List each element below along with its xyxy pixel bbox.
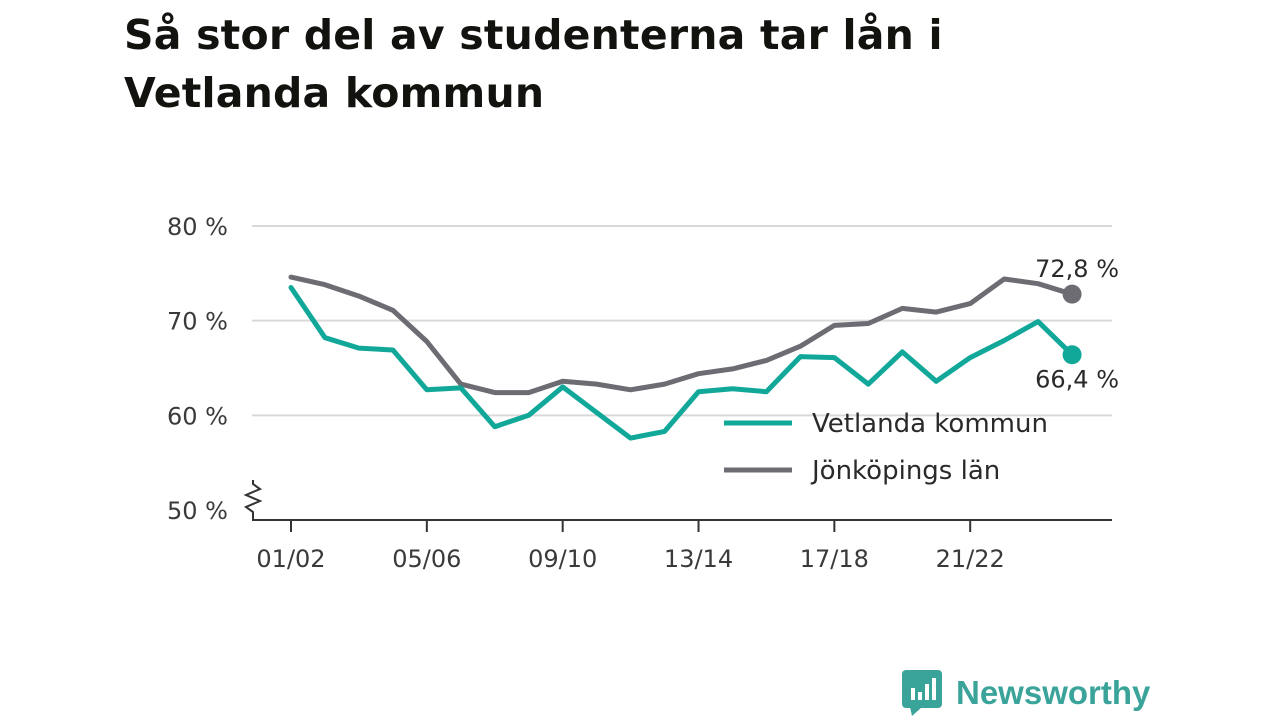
y-tick-labels: 50 % 60 % 70 % 80 % [167, 213, 228, 525]
series-line-vetlanda [288, 285, 1075, 441]
legend-label: Jönköpings län [810, 456, 1000, 486]
newsworthy-logo-icon [902, 670, 942, 716]
end-labels: 66,4 % 72,8 % [1035, 255, 1119, 394]
y-tick-label: 70 % [167, 308, 228, 336]
x-tick-label: 01/02 [256, 545, 325, 573]
x-tick-label: 05/06 [392, 545, 461, 573]
brand-name: Newsworthy [956, 674, 1151, 711]
chart-title: Så stor del av studenterna tar lån i Vet… [124, 11, 943, 117]
line-chart: 50 % 60 % 70 % 80 % 01/02 05/06 09/10 13/14 17/… [167, 213, 1119, 573]
x-tick-label: 13/14 [664, 545, 733, 573]
x-axis: 01/02 05/06 09/10 13/14 17/18 21/22 [243, 480, 1112, 573]
end-points [1062, 284, 1082, 365]
end-point-jonkoping [1062, 284, 1082, 304]
series-line-jonkoping [288, 274, 1075, 396]
legend: Vetlanda kommun Jönköpings län [724, 409, 1048, 486]
y-tick-label: 80 % [167, 213, 228, 241]
legend-label: Vetlanda kommun [812, 409, 1048, 439]
x-tick-label: 17/18 [800, 545, 869, 573]
y-tick-label: 60 % [167, 402, 228, 430]
gridlines [252, 225, 1112, 417]
end-value-label: 66,4 % [1035, 366, 1119, 394]
x-tick-label: 09/10 [528, 545, 597, 573]
end-point-vetlanda [1062, 345, 1082, 365]
y-axis-break-mark [243, 480, 263, 520]
y-tick-label: 50 % [167, 497, 228, 525]
series-lines [288, 274, 1075, 441]
x-tick-label: 21/22 [936, 545, 1005, 573]
end-value-label: 72,8 % [1035, 255, 1119, 283]
brand: Newsworthy [902, 670, 1150, 716]
